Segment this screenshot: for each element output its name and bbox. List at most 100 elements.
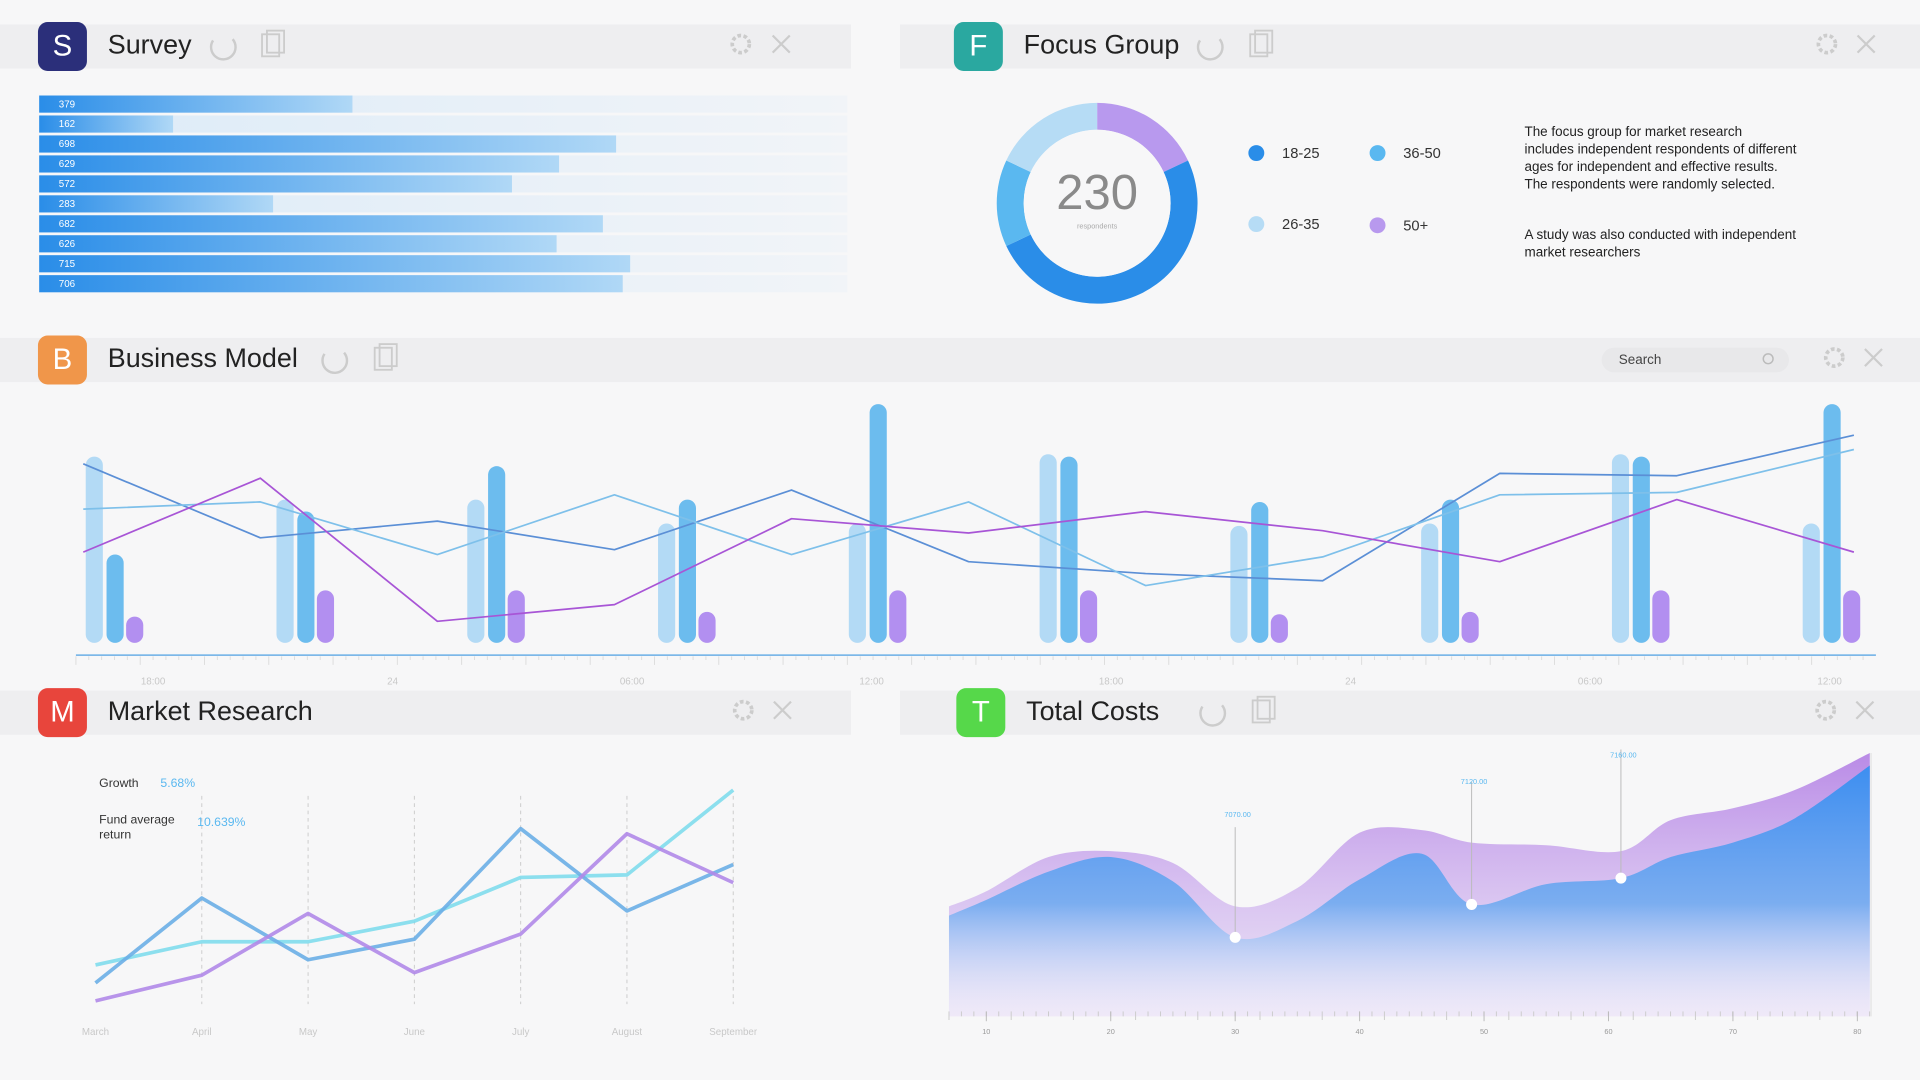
x-tick-label: 06:00 (620, 677, 645, 688)
legend-label: 26-35 (1282, 217, 1320, 233)
close-button[interactable] (1855, 700, 1875, 720)
panel-icon (37, 22, 87, 72)
panel-icon-letter: M (50, 696, 74, 729)
line-series (95, 831, 734, 1003)
annotation-label: Fund average (99, 813, 175, 827)
x-tick-label: 20 (1107, 1027, 1115, 1036)
donut-segment (996, 160, 1031, 247)
bar (39, 135, 617, 153)
x-tick-label: 10 (982, 1027, 990, 1036)
line-series (82, 434, 1855, 582)
x-tick-label: 24 (387, 677, 398, 688)
annotation-label: Growth (99, 776, 139, 790)
annotation-label: return (99, 827, 131, 841)
close-button[interactable] (1864, 348, 1883, 367)
line-series (94, 826, 734, 985)
line-series (83, 448, 1855, 587)
description-line: The focus group for market research (1524, 124, 1742, 139)
bar-label: 283 (59, 199, 76, 210)
bar (39, 215, 603, 233)
bar (106, 554, 124, 643)
x-tick-label: August (612, 1027, 643, 1038)
bar (39, 255, 631, 273)
bar (39, 195, 274, 213)
copy-button-back (266, 29, 285, 54)
close-button[interactable] (771, 34, 791, 54)
copy-button[interactable] (373, 346, 393, 371)
x-tick-label: 06:00 (1578, 677, 1603, 688)
search-box[interactable] (1601, 347, 1789, 373)
bar (1802, 523, 1820, 643)
x-tick-label: 60 (1604, 1027, 1612, 1036)
legend-dot (1248, 145, 1265, 162)
legend-dot (1369, 217, 1386, 234)
refresh-button[interactable] (321, 351, 349, 375)
x-tick-label: April (192, 1027, 212, 1038)
panel-icon-letter: F (969, 30, 987, 63)
description-line: The respondents were randomly selected. (1524, 176, 1775, 191)
x-tick-label: 50 (1480, 1027, 1488, 1036)
bar (39, 155, 560, 173)
refresh-button[interactable] (209, 38, 237, 61)
settings-button[interactable] (730, 33, 752, 55)
refresh-button[interactable] (1199, 704, 1227, 727)
bar-label: 162 (59, 119, 75, 130)
settings-button[interactable] (732, 699, 754, 721)
copy-button[interactable] (261, 33, 281, 58)
close-button[interactable] (773, 700, 792, 720)
refresh-button[interactable] (1196, 38, 1224, 61)
settings-button[interactable] (1823, 347, 1845, 368)
panel-title: Focus Group (1024, 30, 1180, 60)
bar (276, 499, 294, 643)
donut-hole (1023, 129, 1171, 277)
bar (869, 404, 887, 643)
x-tick-label: 24 (1345, 677, 1356, 688)
bar (85, 456, 103, 643)
panel-icon-letter: T (972, 696, 990, 729)
bar (1652, 590, 1670, 643)
bar-label: 629 (59, 159, 75, 170)
line-series (95, 788, 735, 967)
donut-segment (1097, 102, 1188, 172)
bar (1823, 404, 1841, 643)
panel-icon (953, 22, 1003, 72)
settings-button[interactable] (1815, 699, 1837, 721)
panel-icon-letter: B (53, 343, 73, 376)
bar-label: 698 (59, 139, 76, 150)
x-tick-label: June (404, 1027, 425, 1038)
bar (297, 511, 315, 643)
legend-label: 36-50 (1403, 146, 1441, 162)
x-tick-label: 18:00 (141, 677, 166, 688)
bar (507, 590, 525, 643)
bar (678, 499, 696, 643)
annotation-point (1615, 872, 1627, 884)
settings-button[interactable] (1816, 33, 1838, 55)
panel-icon (37, 335, 87, 385)
search-icon (1762, 353, 1774, 365)
copy-button-back (1254, 29, 1274, 54)
bar (1461, 611, 1479, 643)
copy-button[interactable] (1249, 33, 1269, 58)
bar-label: 706 (59, 279, 76, 290)
x-tick-label: 12:00 (1817, 677, 1842, 688)
panel-header (0, 337, 1920, 383)
annotation-label: 7160.00 (1610, 751, 1637, 760)
bar (488, 466, 506, 643)
annotation-value: 10.639% (197, 815, 245, 829)
panel-icon-letter: S (53, 30, 73, 63)
close-button[interactable] (1856, 34, 1876, 54)
donut-segment (1006, 102, 1098, 172)
x-tick-label: March (82, 1027, 109, 1038)
copy-button[interactable] (1251, 699, 1271, 724)
bar (1270, 614, 1288, 643)
x-tick-label: May (299, 1027, 318, 1038)
legend-label: 50+ (1403, 218, 1428, 234)
bar (698, 611, 716, 643)
x-tick-label: 12:00 (859, 677, 884, 688)
bar (1080, 590, 1098, 643)
panel-header (900, 24, 1920, 69)
x-tick-label: 40 (1356, 1027, 1364, 1036)
panel-icon (37, 688, 87, 738)
